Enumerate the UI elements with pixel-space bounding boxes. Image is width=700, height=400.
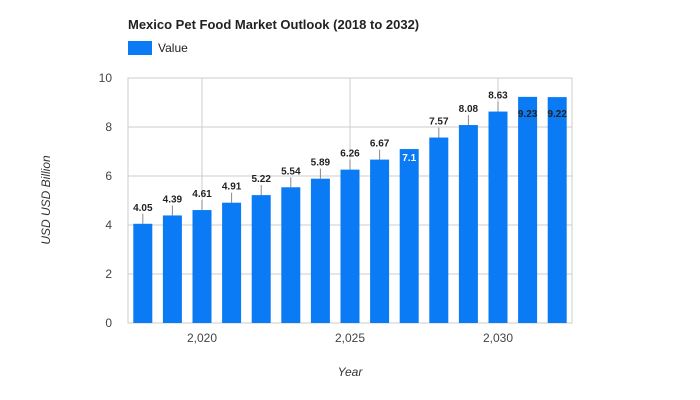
data-labels: 4.05 4.39 4.61 4.91 5.22 5.54 5.89 6.26 6.67 7.1 7… [133, 91, 567, 224]
data-label: 4.91 [222, 182, 242, 193]
data-label: 7.57 [429, 117, 449, 128]
bar [133, 223, 153, 323]
x-tick-label: 2,025 [335, 331, 365, 345]
bar [429, 137, 449, 323]
bar [162, 215, 182, 323]
bar [399, 149, 419, 323]
bar [547, 97, 567, 323]
bar [222, 202, 242, 323]
chart-title: Mexico Pet Food Market Outlook (2018 to … [128, 17, 420, 32]
bar [458, 125, 478, 323]
y-tick-label: 8 [105, 120, 112, 134]
data-label: 4.05 [133, 203, 153, 214]
y-tick-label: 2 [105, 267, 112, 281]
y-tick-label: 4 [105, 218, 112, 232]
data-label: 8.08 [459, 104, 479, 115]
bar [251, 195, 271, 323]
bar [310, 178, 330, 323]
legend-swatch [128, 41, 152, 55]
data-label: 4.39 [163, 194, 183, 205]
legend-label: Value [158, 41, 188, 55]
axes: 0 2 4 6 8 10 2,020 2,025 2,030 [99, 71, 514, 345]
bar [370, 159, 390, 323]
data-label: 6.26 [340, 149, 360, 160]
bar [192, 210, 212, 323]
bar [340, 169, 360, 323]
x-axis-title: Year [338, 365, 364, 379]
y-tick-label: 6 [105, 169, 112, 183]
bar [281, 187, 301, 323]
data-label: 7.1 [402, 153, 416, 164]
data-label: 6.67 [370, 139, 390, 150]
x-tick-label: 2,030 [483, 331, 513, 345]
data-label: 4.61 [192, 189, 212, 200]
y-axis-title: USD USD Billion [39, 155, 53, 245]
bar [518, 96, 538, 324]
data-label: 5.22 [251, 174, 271, 185]
data-label: 5.89 [311, 158, 331, 169]
y-tick-label: 0 [105, 316, 112, 330]
data-label: 9.22 [547, 109, 567, 120]
bars [133, 96, 567, 324]
bar [488, 111, 508, 323]
x-tick-label: 2,020 [187, 331, 217, 345]
legend[interactable]: Value [128, 41, 188, 55]
data-label: 5.54 [281, 166, 301, 177]
data-label: 8.63 [488, 91, 508, 102]
data-label: 9.23 [518, 109, 538, 120]
y-tick-label: 10 [99, 71, 113, 85]
